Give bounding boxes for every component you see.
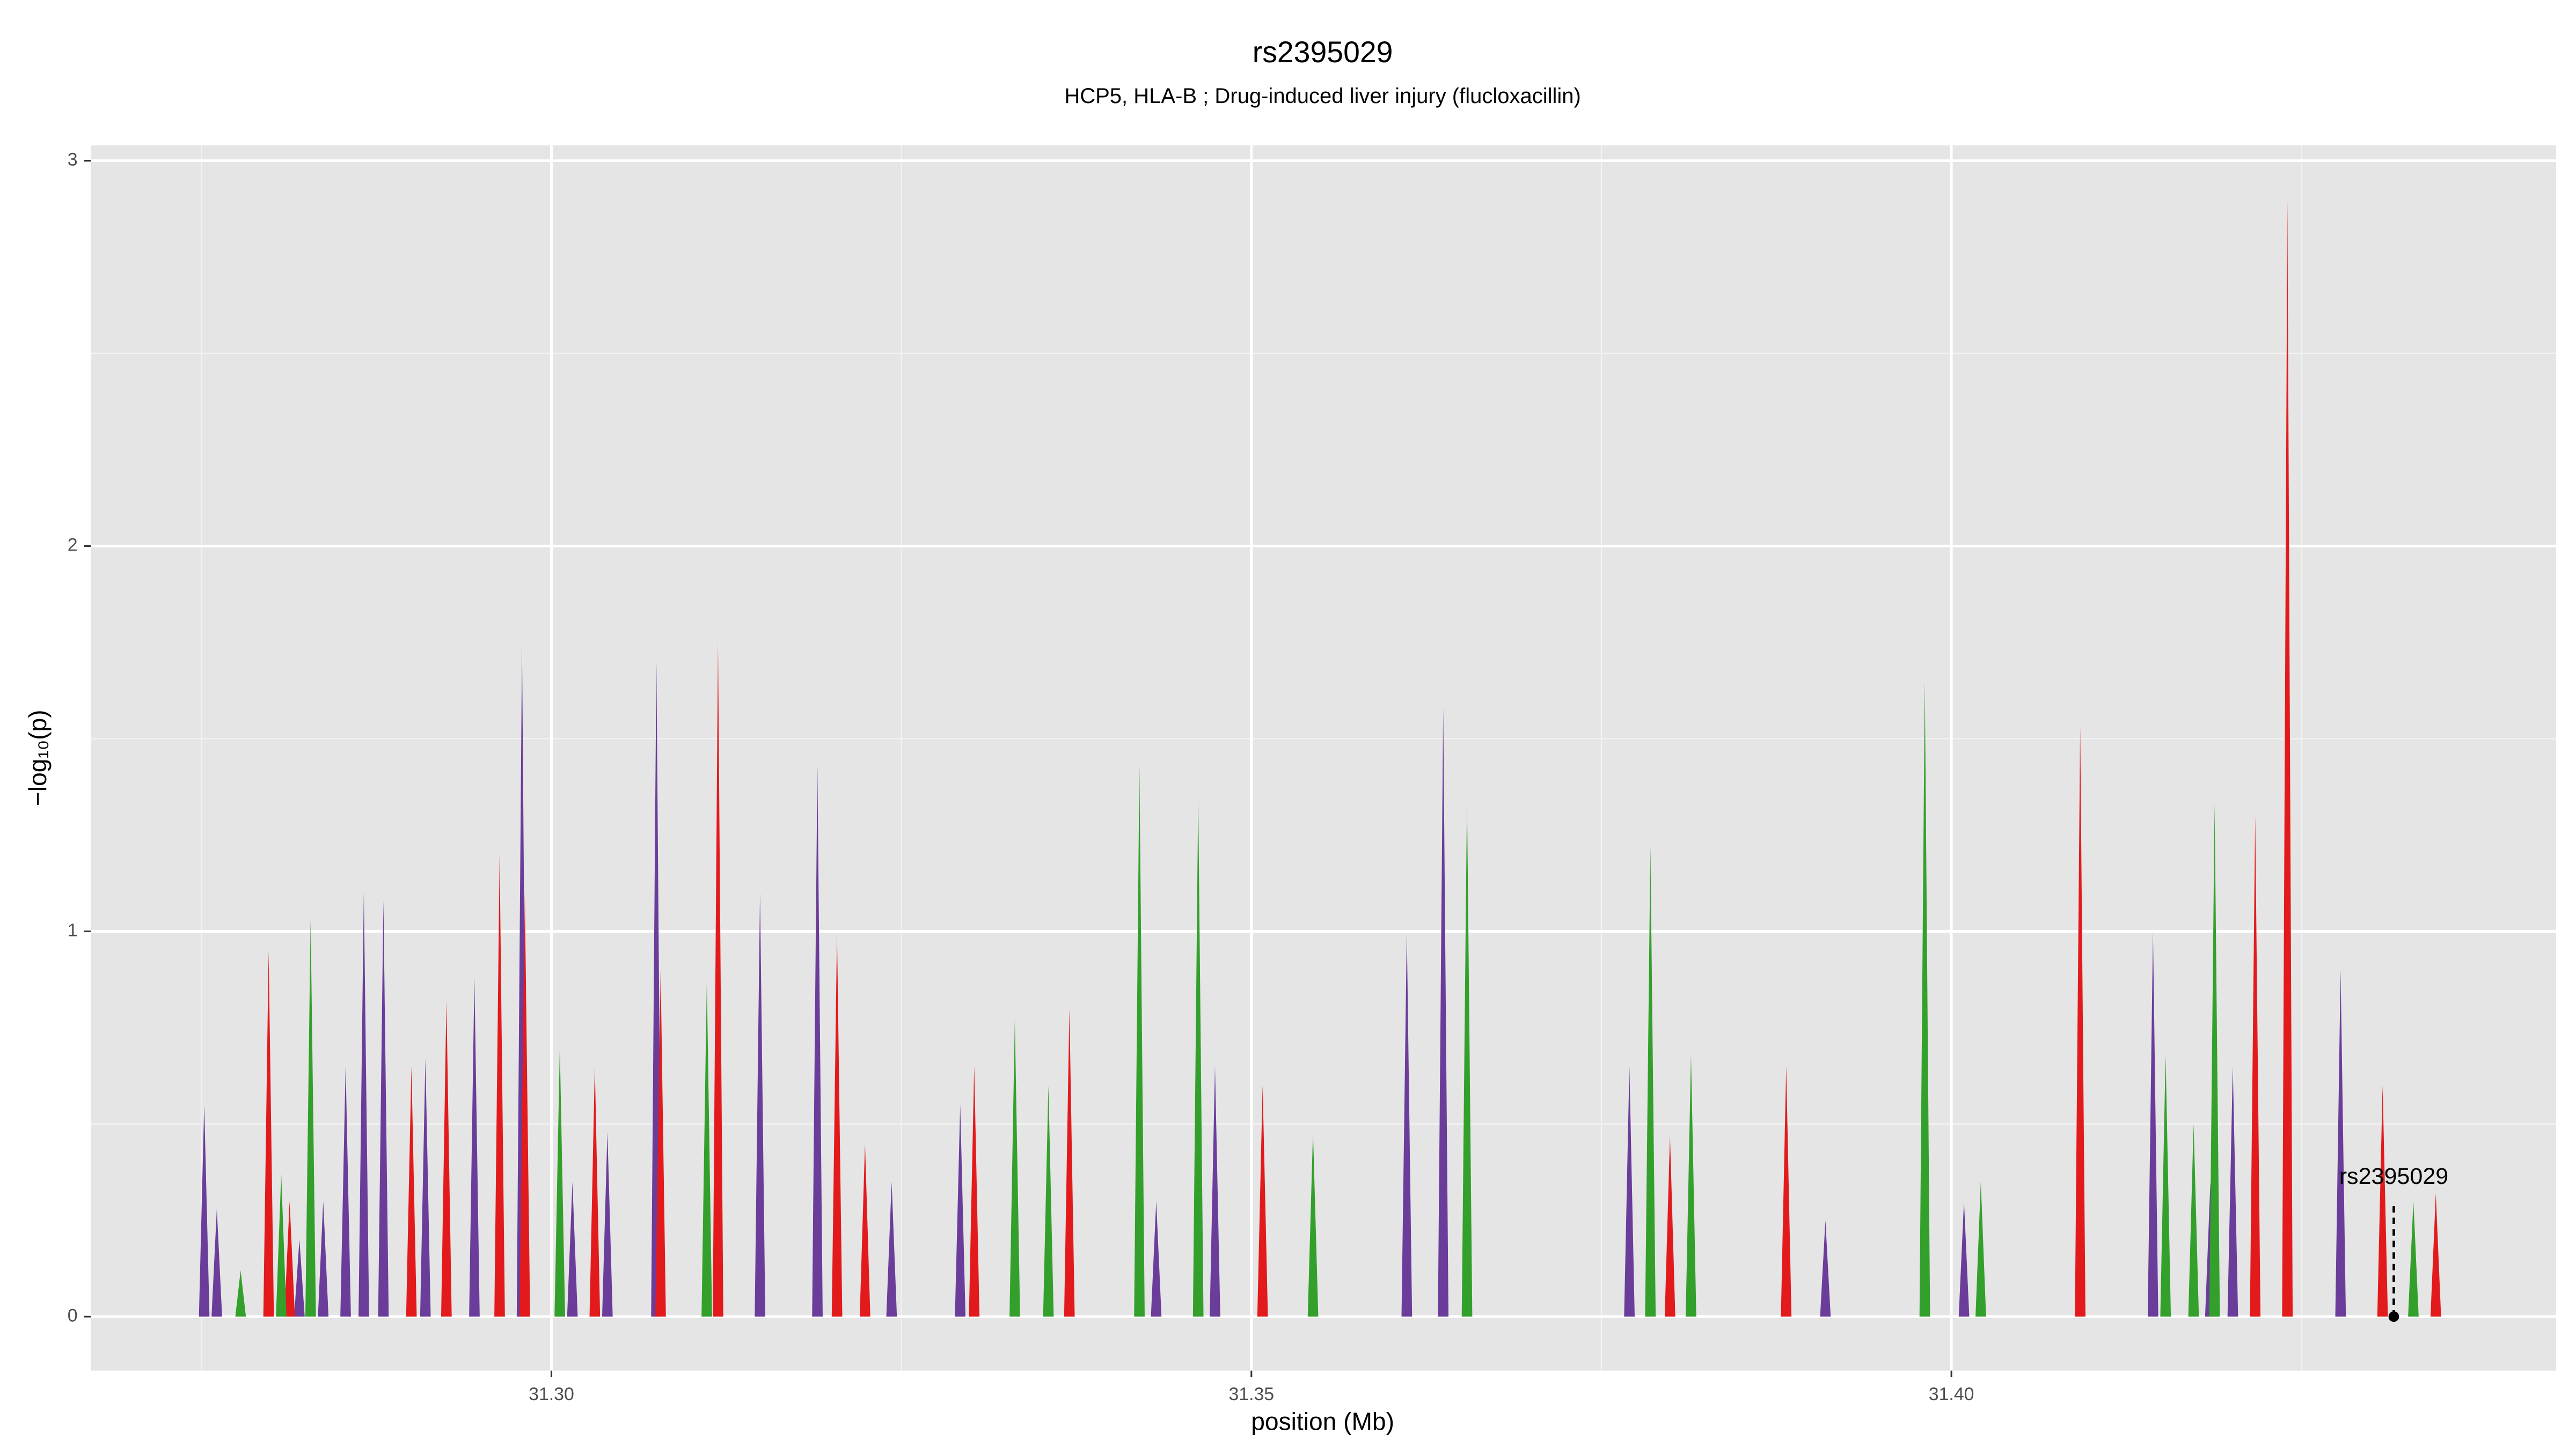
area-spike: [378, 900, 389, 1317]
area-spike: [2147, 931, 2158, 1317]
area-spike: [955, 1104, 966, 1317]
area-spike: [859, 1143, 870, 1317]
area-spike: [602, 1131, 613, 1317]
area-spike: [713, 642, 723, 1317]
area-spike: [1401, 931, 1413, 1317]
area-spike: [1624, 1066, 1635, 1317]
panel: [91, 145, 2557, 1371]
area-spike: [1257, 1085, 1268, 1317]
area-spike: [318, 1201, 329, 1317]
area-spike: [655, 970, 666, 1317]
area-spike: [701, 981, 712, 1317]
y-tick-label: 1: [68, 920, 78, 940]
area-spike: [2408, 1201, 2419, 1317]
area-spike: [831, 931, 843, 1317]
x-axis-title: position (Mb): [1251, 1407, 1394, 1435]
area-spike: [1975, 1182, 1986, 1317]
area-spike: [2282, 199, 2293, 1317]
x-tick-label: 31.40: [1929, 1384, 1974, 1404]
annotation-label: rs2395029: [2339, 1163, 2449, 1189]
area-spike: [1645, 846, 1656, 1317]
area-spike: [567, 1182, 578, 1317]
area-spike: [969, 1066, 980, 1317]
area-spike: [1210, 1066, 1220, 1317]
area-spike: [2075, 727, 2085, 1317]
area-spike: [2430, 1193, 2441, 1317]
area-spike: [469, 977, 480, 1317]
y-tick-label: 0: [68, 1305, 78, 1326]
y-axis-title: −log₁₀(p): [24, 709, 52, 806]
area-spike: [519, 892, 530, 1317]
area-spike: [294, 1239, 305, 1317]
area-spike: [2335, 970, 2346, 1317]
area-spike: [1781, 1066, 1792, 1317]
area-spike: [1043, 1085, 1054, 1317]
area-spike: [1009, 1020, 1020, 1317]
area-spike: [1064, 1008, 1075, 1317]
area-spike: [554, 1046, 565, 1317]
area-spike: [276, 1174, 287, 1317]
chart-title: rs2395029: [1253, 35, 1393, 69]
area-spike: [494, 854, 505, 1317]
area-spike: [340, 1066, 351, 1317]
area-spike: [263, 950, 274, 1317]
area-spike: [1134, 765, 1145, 1317]
area-spike: [199, 1104, 210, 1317]
area-spike: [1192, 796, 1204, 1317]
area-spike: [2160, 1055, 2171, 1317]
area-spike: [1686, 1055, 1696, 1317]
area-spike: [2227, 1066, 2238, 1317]
area-spike: [1919, 680, 1930, 1317]
area-spike: [1958, 1201, 1970, 1317]
area-spike: [812, 765, 823, 1317]
area-spike: [420, 1058, 431, 1317]
area-spike: [1151, 1201, 1162, 1317]
area-spike: [358, 892, 369, 1317]
area-spike: [2250, 816, 2261, 1317]
area-spike: [1664, 1135, 1675, 1317]
area-spike: [1438, 707, 1449, 1317]
area-spike: [2377, 1085, 2388, 1317]
area-spike: [1820, 1220, 1831, 1317]
area-spike: [2209, 804, 2220, 1317]
x-tick-label: 31.35: [1228, 1384, 1274, 1404]
chart-subtitle: HCP5, HLA-B ; Drug-induced liver injury …: [1064, 84, 1581, 108]
area-spike: [589, 1066, 601, 1317]
area-spike: [1461, 796, 1473, 1317]
area-spike: [235, 1270, 246, 1317]
y-tick-label: 3: [68, 149, 78, 170]
area-spike: [284, 1201, 295, 1317]
area-spike: [886, 1182, 897, 1317]
annotation-point: [2388, 1311, 2399, 1322]
area-spike: [441, 1000, 452, 1317]
area-spike: [305, 919, 316, 1317]
area-spike: [1307, 1131, 1319, 1317]
area-spike: [755, 892, 766, 1317]
area-spike: [211, 1209, 222, 1317]
y-tick-label: 2: [68, 535, 78, 555]
area-spike: [2188, 1124, 2199, 1317]
x-tick-label: 31.30: [529, 1384, 574, 1404]
area-spike: [406, 1066, 417, 1317]
